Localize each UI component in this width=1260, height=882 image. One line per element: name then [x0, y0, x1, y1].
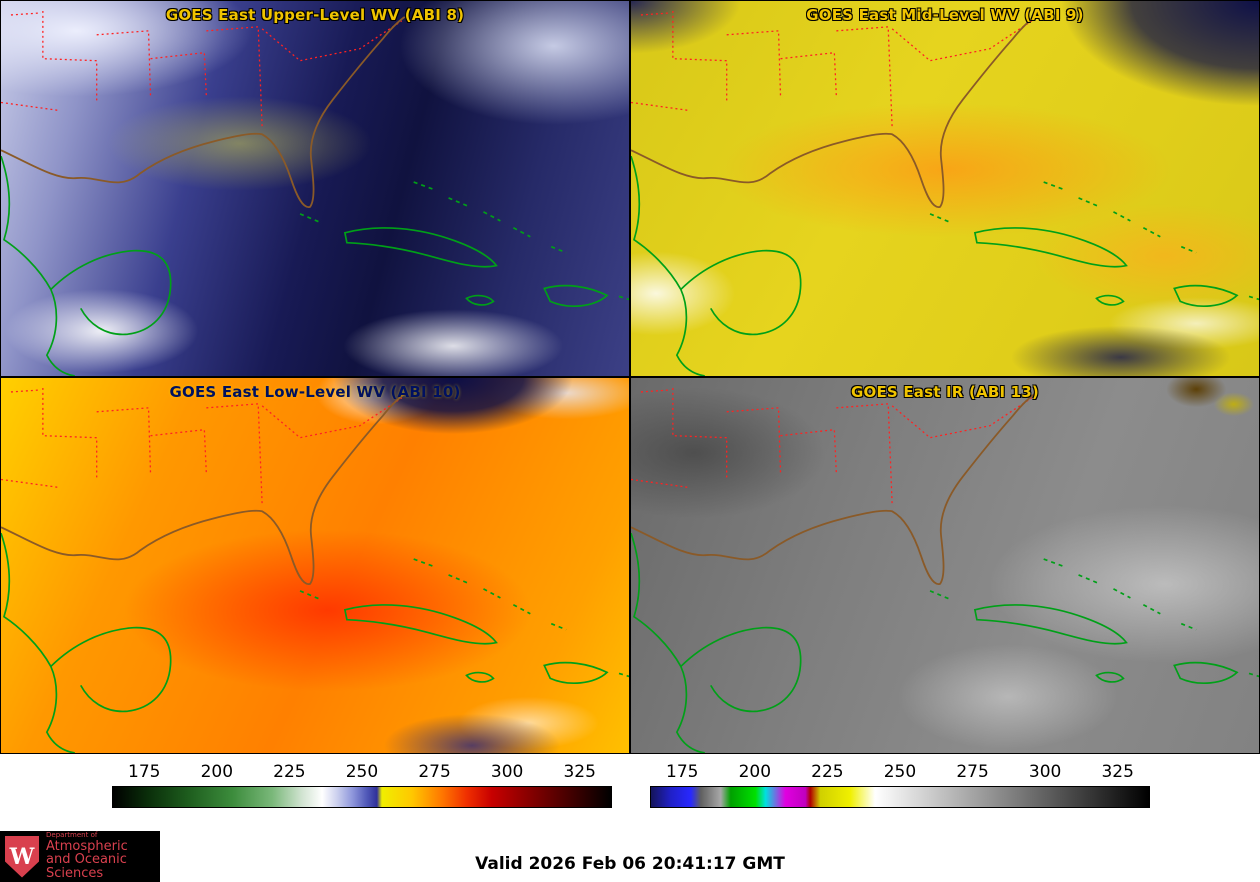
- colorbar-tick: 250: [345, 762, 379, 782]
- panel-title-low-wv: GOES East Low-Level WV (ABI 10): [169, 383, 461, 401]
- colorbar-tick: 325: [563, 762, 596, 782]
- logo-text: Department of Atmospheric and Oceanic Sc…: [46, 831, 160, 881]
- panel-ir: GOES East IR (ABI 13): [630, 377, 1260, 754]
- colorbar-tick: 275: [956, 762, 989, 782]
- colorbar-tick: 200: [200, 762, 234, 782]
- panel-mid-level-wv: GOES East Mid-Level WV (ABI 9): [630, 0, 1260, 377]
- crest-letter: W: [9, 843, 35, 870]
- panel-low-level-wv: GOES East Low-Level WV (ABI 10): [0, 377, 630, 754]
- footer: W Department of Atmospheric and Oceanic …: [0, 831, 1260, 882]
- wv-colorbar: 175 200 225 250 275 300 325: [112, 758, 612, 808]
- wv-colorbar-gradient: [112, 786, 612, 808]
- logo-line-2: and Oceanic Sciences: [46, 852, 127, 881]
- colorbar-tick: 300: [1028, 762, 1062, 782]
- map-overlay: [1, 10, 629, 376]
- panel-upper-level-wv: GOES East Upper-Level WV (ABI 8): [0, 0, 630, 377]
- panel-title-mid-wv: GOES East Mid-Level WV (ABI 9): [806, 6, 1084, 24]
- map-overlay: [631, 387, 1259, 753]
- map-overlay: [631, 10, 1259, 376]
- colorbar-tick: 175: [666, 762, 699, 782]
- satellite-panel-grid: GOES East Upper-Level WV (ABI 8) GOES Ea…: [0, 0, 1260, 754]
- logo-dept-line: Department of: [46, 831, 98, 840]
- colorbar-tick: 300: [490, 762, 524, 782]
- colorbar-row: 175 200 225 250 275 300 325 175 200 225 …: [0, 754, 1260, 832]
- colorbar-tick: 225: [811, 762, 844, 782]
- colorbar-tick: 175: [128, 762, 161, 782]
- panel-title-upper-wv: GOES East Upper-Level WV (ABI 8): [165, 6, 465, 24]
- ir-colorbar-ticks: 175 200 225 250 275 300 325: [650, 758, 1150, 786]
- ir-colorbar: 175 200 225 250 275 300 325: [650, 758, 1150, 808]
- colorbar-tick: 225: [273, 762, 306, 782]
- map-overlay: [1, 387, 629, 753]
- valid-timestamp: Valid 2026 Feb 06 20:41:17 GMT: [475, 854, 785, 874]
- logo-line-1: Atmospheric: [46, 838, 128, 854]
- ir-colorbar-gradient: [650, 786, 1150, 808]
- uw-aos-logo: W Department of Atmospheric and Oceanic …: [0, 831, 160, 882]
- colorbar-tick: 250: [883, 762, 917, 782]
- wv-colorbar-ticks: 175 200 225 250 275 300 325: [112, 758, 612, 786]
- colorbar-tick: 275: [418, 762, 451, 782]
- colorbar-tick: 325: [1101, 762, 1134, 782]
- colorbar-tick: 200: [738, 762, 772, 782]
- panel-title-ir: GOES East IR (ABI 13): [850, 383, 1039, 401]
